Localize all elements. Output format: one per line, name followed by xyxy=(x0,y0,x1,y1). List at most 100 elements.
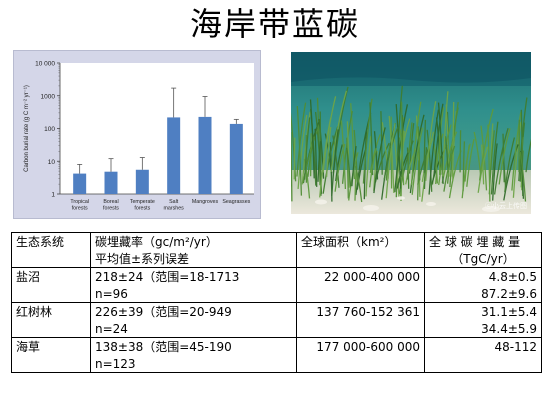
seagrass-blade xyxy=(443,145,456,192)
seagrass-blade xyxy=(461,143,471,199)
plot-area xyxy=(60,63,254,194)
seagrass-blade xyxy=(388,115,395,194)
seagrass-blade xyxy=(393,138,400,198)
cell-burial-rate: 226±39（范围=20-949 n=24 xyxy=(90,302,297,338)
seagrass-blade xyxy=(303,158,311,199)
table-row: 盐沼 218±24（范围=18-1713 n=96 22 000-400 000 … xyxy=(11,267,542,303)
x-tick-label: forests xyxy=(134,206,150,212)
y-tick-label: 1000 xyxy=(41,93,56,100)
header-global-area: 全球面积（km²） xyxy=(296,232,425,268)
seagrass-blade xyxy=(373,131,379,180)
header-ecosystem: 生态系统 xyxy=(11,232,91,268)
seagrass-blade xyxy=(399,129,405,186)
cell-global-burial: 48-112 xyxy=(424,337,542,373)
seagrass-blade xyxy=(383,127,399,180)
seagrass-blade xyxy=(293,137,296,180)
bar xyxy=(198,116,212,194)
bar xyxy=(104,171,118,194)
seagrass-blade xyxy=(459,130,462,173)
x-tick-label: forests xyxy=(103,206,119,212)
seagrass-blade xyxy=(318,118,325,179)
x-tick-label: Seagrasses xyxy=(222,199,250,205)
header-burial-rate: 碳埋藏率（gc/m²/yr） 平均值±系列误差 xyxy=(90,232,297,268)
seagrass-blade xyxy=(512,121,522,198)
seagrass-blade xyxy=(354,166,363,203)
seagrass-blade xyxy=(319,117,332,198)
cell-burial-rate: 218±24（范围=18-1713 n=96 xyxy=(90,267,297,303)
carbon-burial-chart: 1 10 100 1000 10 000 Carbon burial rate (g C … xyxy=(13,50,261,219)
x-tick-label: Boreal xyxy=(103,199,118,205)
seagrass-blade xyxy=(493,128,509,195)
seagrass-blade xyxy=(426,129,433,192)
y-axis-label: Carbon burial rate (g C m⁻² yr⁻¹) xyxy=(24,85,30,172)
cell-global-area: 22 000-400 000 xyxy=(296,267,425,303)
table-header-row: 生态系统 碳埋藏率（gc/m²/yr） 平均值±系列误差 全球面积（km²） 全 … xyxy=(11,232,542,268)
seagrass-blade xyxy=(331,129,339,196)
seagrass-blade xyxy=(365,136,372,197)
seagrass-blade xyxy=(503,144,519,201)
photo-watermark: ⓒ小云上传图 xyxy=(485,201,527,210)
seagrass-blade xyxy=(498,128,511,185)
seagrass-blade xyxy=(423,147,428,190)
seagrass-blade xyxy=(480,125,488,191)
cell-global-burial: 31.1±5.4 34.4±5.9 xyxy=(424,302,542,338)
seagrass-blade xyxy=(335,144,343,182)
blue-carbon-table: 生态系统 碳埋藏率（gc/m²/yr） 平均值±系列误差 全球面积（km²） 全 … xyxy=(11,232,542,373)
seagrass-blade xyxy=(373,127,386,194)
seagrass-blade xyxy=(303,117,311,180)
x-tick-label: forests xyxy=(72,206,88,212)
seagrass-blade xyxy=(381,122,389,179)
seagrass-blade xyxy=(330,90,348,173)
seagrass-blade xyxy=(346,121,350,188)
seagrass-blade xyxy=(417,126,421,181)
seagrass-blade xyxy=(291,132,293,202)
bar xyxy=(229,123,243,194)
cell-global-area: 137 760-152 361 xyxy=(296,302,425,338)
x-tick-label: Tropical xyxy=(70,199,89,205)
bar xyxy=(167,117,181,194)
seagrass-blade xyxy=(398,140,414,195)
seagrass-blade xyxy=(341,110,353,184)
page-title: 海岸带蓝碳 xyxy=(189,5,360,43)
seagrass-blade xyxy=(362,98,373,184)
seagrass-blade xyxy=(351,146,357,187)
seagrass-blade xyxy=(340,120,347,190)
seagrass-blade xyxy=(425,101,437,181)
seagrass-blade xyxy=(410,101,422,186)
seagrass-blade xyxy=(504,137,516,193)
seagrass-blade xyxy=(296,106,303,196)
seagrass-blade xyxy=(525,138,531,173)
seagrass-blade xyxy=(395,104,402,189)
seagrass-blade xyxy=(346,147,352,187)
seagrass-blade xyxy=(519,151,527,202)
seagrass-blade xyxy=(296,102,307,177)
y-tick-label: 100 xyxy=(44,126,55,133)
seagrass-blade xyxy=(428,109,440,195)
seagrass-photo: ⓒ小云上传图 xyxy=(291,52,531,214)
seagrass-blade xyxy=(466,138,475,187)
seagrass-blade xyxy=(316,97,321,186)
cell-global-burial: 4.8±0.5 87.2±9.6 xyxy=(424,267,542,303)
y-tick-label: 1 xyxy=(51,192,55,199)
seagrass-blade xyxy=(322,126,339,194)
x-tick-label: Salt xyxy=(169,199,179,205)
seagrass-blade xyxy=(442,91,449,177)
seagrass-blade xyxy=(325,126,332,178)
x-tick-label: marshes xyxy=(164,206,185,212)
cell-burial-rate: 138±38（范围=45-190 n=123 xyxy=(90,337,297,373)
seagrass-blade xyxy=(369,147,377,188)
seagrass-blade xyxy=(511,111,522,191)
seagrass-blade xyxy=(314,128,318,187)
seagrass-blade xyxy=(396,152,409,189)
seagrass-blade xyxy=(353,129,358,183)
seagrass-blade xyxy=(478,108,494,181)
seagrass-blade xyxy=(385,123,396,199)
bar xyxy=(135,169,149,194)
table-row: 海草 138±38（范围=45-190 n=123 177 000-600 000… xyxy=(11,337,542,373)
y-tick-label: 10 000 xyxy=(35,61,55,68)
seagrass-blade xyxy=(369,134,381,173)
seagrass-blade xyxy=(309,99,315,179)
x-tick-label: Mangroves xyxy=(192,199,219,205)
seagrass-blade xyxy=(452,101,455,181)
seagrass-blade xyxy=(317,141,322,182)
